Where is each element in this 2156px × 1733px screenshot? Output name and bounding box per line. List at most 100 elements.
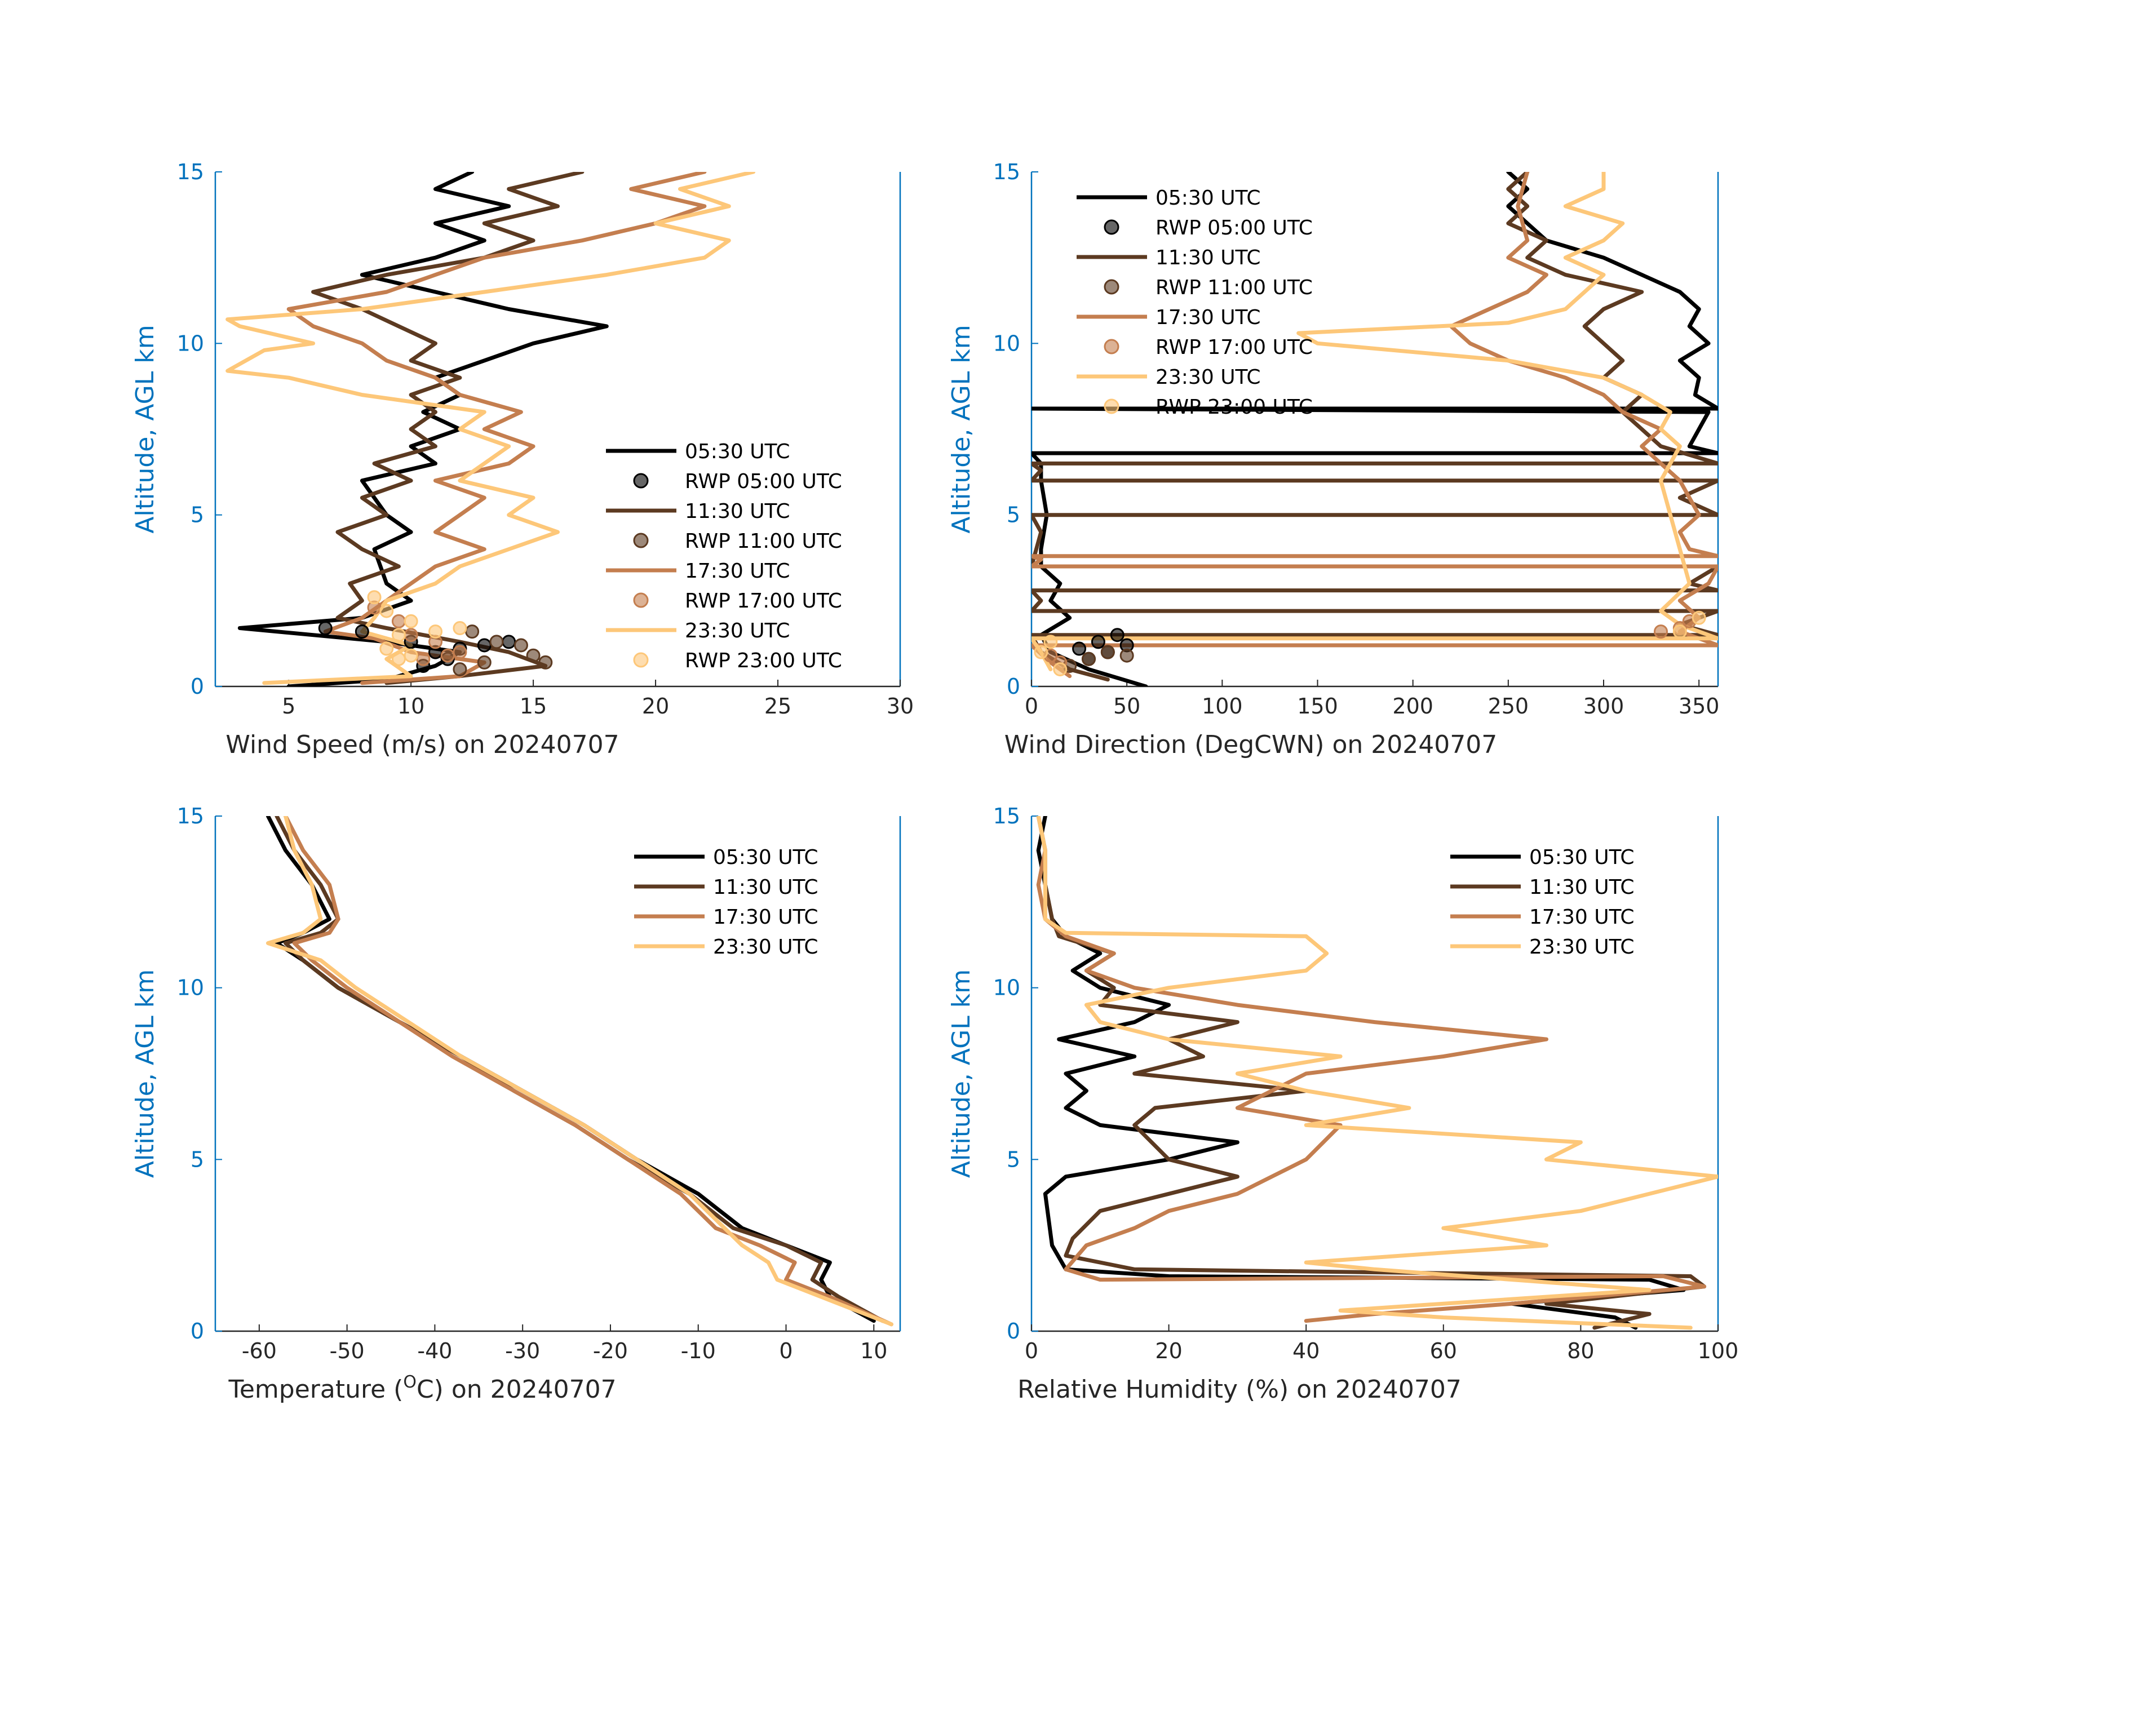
rwp-marker	[489, 635, 504, 649]
rwp-marker	[1091, 635, 1105, 649]
x-tick-label: 20	[1155, 1338, 1182, 1363]
y-tick-label: 15	[177, 804, 204, 828]
rwp-marker	[1034, 645, 1048, 659]
y-tick-label: 0	[1007, 674, 1020, 699]
y-axis-label: Altitude, AGL km	[131, 969, 160, 1178]
x-tick-label: -40	[417, 1338, 452, 1363]
rwp-marker	[391, 628, 406, 642]
x-tick-label: 50	[1113, 694, 1140, 719]
x-tick-label: 0	[779, 1338, 793, 1363]
legend-marker-swatch	[633, 533, 649, 548]
x-tick-label: -10	[681, 1338, 716, 1363]
rwp-marker	[440, 648, 455, 663]
y-tick-label: 10	[993, 331, 1020, 356]
series-line-1730	[286, 172, 707, 685]
series-line-2330	[1031, 172, 1718, 672]
x-tick-label: 200	[1392, 694, 1433, 719]
x-axis-label: Relative Humidity (%) on 20240707	[1017, 1375, 1462, 1404]
rwp-marker	[318, 621, 333, 636]
rwp-marker	[1654, 624, 1668, 639]
legend-entry-label: 23:30 UTC	[1156, 366, 1261, 389]
x-axis-label-prefix: Temperature (	[228, 1375, 403, 1404]
wind-direction-chart: 0 50 100 150 200 250 300 350 0 5 10 15 Wind Directio…	[947, 159, 1719, 759]
legend-marker-swatch	[1104, 398, 1119, 414]
rwp-marker	[453, 645, 467, 659]
rwp-marker	[513, 638, 528, 653]
x-tick-label: -20	[593, 1338, 628, 1363]
legend-entry-label: 23:30 UTC	[685, 619, 790, 642]
legend-entry-label: 05:30 UTC	[713, 846, 818, 869]
legend-entry-label: 11:30 UTC	[713, 876, 818, 899]
rwp-marker	[1692, 610, 1706, 625]
x-tick-label: 10	[397, 694, 424, 719]
y-tick-label: 0	[1007, 1319, 1020, 1344]
legend-entry-label: 23:30 UTC	[1529, 936, 1635, 959]
rwp-marker	[1110, 628, 1125, 642]
rwp-marker	[355, 624, 369, 639]
rwp-marker	[1072, 641, 1087, 656]
x-tick-label: 60	[1430, 1338, 1457, 1363]
legend-marker-swatch	[1104, 219, 1119, 235]
rwp-marker	[404, 648, 418, 663]
y-tick-label: 0	[191, 1319, 204, 1344]
legend-marker-swatch	[633, 473, 649, 489]
plot-area	[1031, 172, 1718, 686]
rwp-marker	[1082, 651, 1096, 666]
y-tick-label: 10	[177, 976, 204, 1000]
legend-entry-label: 17:30 UTC	[1529, 906, 1635, 929]
y-tick-label: 15	[177, 159, 204, 184]
legend-entry-label: 11:30 UTC	[1156, 246, 1261, 269]
series-line-1730	[1031, 172, 1718, 679]
y-tick-label: 5	[1007, 503, 1020, 528]
x-tick-label: 300	[1583, 694, 1624, 719]
y-tick-label: 10	[177, 331, 204, 356]
x-tick-label: 5	[282, 694, 295, 719]
rwp-marker	[453, 621, 467, 636]
legend-entry-label: RWP 17:00 UTC	[685, 590, 842, 613]
series-line-2330	[266, 816, 893, 1327]
series-line-1130	[1031, 172, 1718, 682]
legend-entry-label: 17:30 UTC	[1156, 306, 1261, 329]
plot-area	[266, 816, 893, 1327]
legend-entry-label: 11:30 UTC	[1529, 876, 1635, 899]
x-axis-label-suffix: C) on 20240707	[417, 1375, 617, 1404]
x-axis-label-superscript: O	[403, 1372, 417, 1392]
x-tick-label: 150	[1297, 694, 1338, 719]
x-tick-label: 0	[1025, 694, 1038, 719]
legend-entry-label: 17:30 UTC	[713, 906, 818, 929]
series-line-1730	[284, 816, 893, 1327]
y-axis-label: Altitude, AGL km	[131, 325, 160, 533]
legend-marker-swatch	[1104, 279, 1119, 295]
rwp-marker	[477, 638, 492, 653]
rwp-marker	[404, 614, 418, 628]
legend-entry-label: 17:30 UTC	[685, 560, 790, 583]
x-tick-label: 250	[1488, 694, 1529, 719]
x-tick-label: -30	[505, 1338, 540, 1363]
y-tick-label: 15	[993, 804, 1020, 828]
relative-humidity-chart: 0 20 40 60 80 100 0 5 10 15 Relative Humidity (%) …	[947, 804, 1738, 1404]
x-tick-label: 100	[1698, 1338, 1739, 1363]
legend-entry-label: RWP 23:00 UTC	[1156, 396, 1313, 419]
x-tick-label: -60	[242, 1338, 277, 1363]
rwp-marker	[416, 651, 431, 666]
legend-entry-label: RWP 17:00 UTC	[1156, 336, 1313, 359]
series-line-2330	[1036, 816, 1718, 1330]
rwp-marker	[538, 655, 553, 670]
legend-entry-label: 23:30 UTC	[713, 936, 818, 959]
x-axis-label: Wind Speed (m/s) on 20240707	[225, 730, 619, 759]
legend-entry-label: RWP 11:00 UTC	[1156, 276, 1313, 299]
x-tick-label: -50	[330, 1338, 365, 1363]
rwp-marker	[477, 655, 492, 670]
x-tick-label: 10	[860, 1338, 887, 1363]
rwp-marker	[391, 651, 406, 666]
rwp-marker	[526, 648, 541, 663]
rwp-marker	[379, 604, 394, 618]
legend-entry-label: 11:30 UTC	[685, 500, 790, 523]
y-tick-label: 5	[191, 503, 204, 528]
legend-entry-label: RWP 11:00 UTC	[685, 530, 842, 553]
x-tick-label: 80	[1567, 1338, 1594, 1363]
legend-entry-label: 05:30 UTC	[1156, 187, 1261, 210]
rwp-marker	[379, 641, 394, 656]
